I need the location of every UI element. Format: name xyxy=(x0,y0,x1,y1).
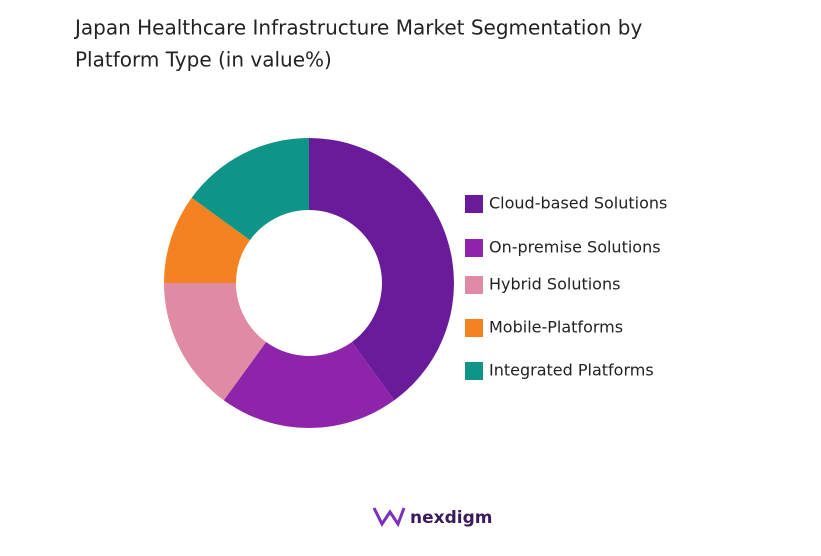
chart-title: Japan Healthcare Infrastructure Market S… xyxy=(73,16,642,40)
donut-slice xyxy=(191,138,309,241)
donut-slice xyxy=(309,138,455,401)
brand-name: nexdigm xyxy=(410,508,492,528)
legend-label: Integrated Platforms xyxy=(489,361,654,380)
donut-slice xyxy=(164,283,267,401)
legend-swatch xyxy=(465,276,483,294)
legend-label: On-premise Solutions xyxy=(489,238,661,257)
brand-logo xyxy=(372,507,406,528)
legend-label: Cloud-based Solutions xyxy=(489,194,667,213)
donut-slice xyxy=(223,342,395,428)
legend-label: Hybrid Solutions xyxy=(489,275,620,294)
legend-label: Mobile-Platforms xyxy=(489,318,623,337)
legend-swatch xyxy=(465,195,483,213)
chart-title: Platform Type (in value%) xyxy=(75,48,332,72)
legend-swatch xyxy=(465,319,483,337)
legend-swatch xyxy=(465,239,483,257)
donut-slice xyxy=(164,197,250,283)
legend-swatch xyxy=(465,362,483,380)
